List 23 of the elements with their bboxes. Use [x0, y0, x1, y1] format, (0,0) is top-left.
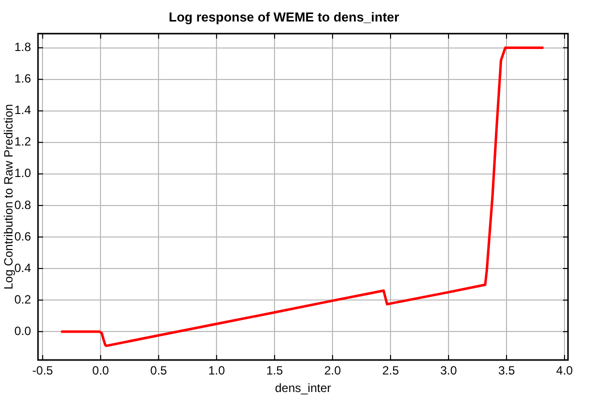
y-tick-label: 1.8 [14, 40, 32, 54]
y-tick-label: 0.4 [14, 260, 32, 275]
y-tick-label: 1.0 [14, 166, 32, 180]
x-tick-label: -0.5 [32, 364, 54, 378]
y-tick-label: 0.2 [14, 292, 32, 306]
chart-title: Log response of WEME to dens_inter [168, 9, 400, 24]
x-tick-label: 1.0 [208, 364, 226, 378]
y-tick-label: 1.6 [14, 72, 32, 86]
x-tick-label: 2.5 [382, 364, 400, 378]
y-tick-label: 1.4 [14, 103, 32, 118]
y-tick-label: 0.6 [14, 229, 32, 244]
y-tick-label: 0.0 [14, 324, 32, 338]
x-tick-label: 2.0 [324, 364, 342, 378]
x-tick-label: 3.5 [498, 364, 516, 378]
x-tick-label: 4.0 [556, 364, 574, 378]
x-tick-label: 3.0 [440, 364, 458, 378]
x-tick-label: 1.5 [266, 364, 284, 378]
x-axis-title: dens_inter [274, 381, 332, 396]
y-axis-title: Log Contribution to Raw Prediction [2, 104, 16, 290]
y-tick-label: 1.2 [14, 134, 32, 149]
y-tick-label: 0.8 [14, 198, 32, 212]
x-tick-label: 0.5 [150, 364, 168, 378]
x-tick-label: 0.0 [92, 364, 110, 378]
